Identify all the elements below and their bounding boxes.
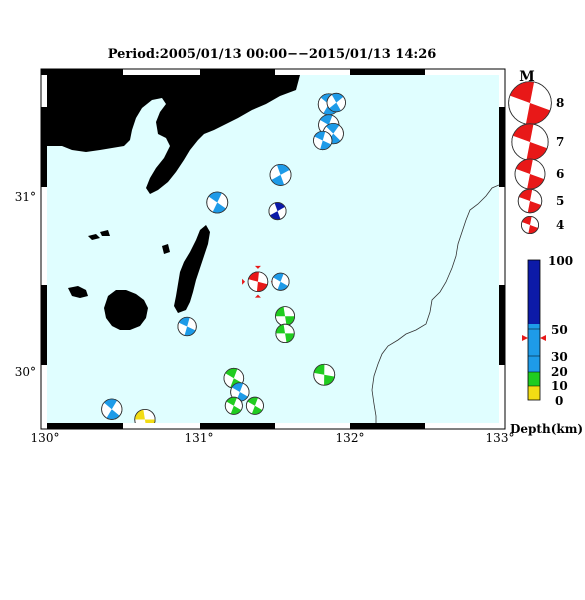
bathymetry-line bbox=[371, 184, 499, 423]
event-mechanism bbox=[177, 316, 197, 337]
event-mechanism bbox=[101, 398, 123, 420]
map-area bbox=[47, 75, 499, 423]
depth-bar-mid bbox=[528, 356, 540, 372]
event-mechanism bbox=[275, 306, 296, 327]
x-tick-label: 133° bbox=[486, 431, 515, 445]
depth-legend: 100 50 30 20 10 0 Depth(km) bbox=[510, 254, 583, 436]
magnitude-legend-header: M bbox=[519, 69, 535, 85]
depth-tick-label: 30 bbox=[551, 350, 568, 364]
magnitude-legend-symbol bbox=[517, 188, 543, 214]
magnitude-label: 6 bbox=[556, 167, 564, 181]
y-tick-label: 30° bbox=[15, 365, 36, 379]
current-event-marker bbox=[254, 294, 261, 298]
depth-bar-deep bbox=[528, 260, 540, 324]
event-mechanism bbox=[275, 323, 295, 344]
depth-tick-label: 10 bbox=[551, 379, 568, 393]
event-mechanism bbox=[271, 272, 290, 291]
magnitude-legend-symbol bbox=[511, 123, 549, 161]
current-event-mechanism bbox=[247, 271, 269, 293]
y-tick-label: 31° bbox=[15, 190, 36, 204]
depth-tick-label: 100 bbox=[548, 254, 573, 268]
magnitude-legend-symbol bbox=[514, 158, 546, 190]
magnitude-label: 8 bbox=[556, 96, 564, 110]
y-axis-ticks: 31° 30° bbox=[15, 190, 36, 379]
events-layer bbox=[101, 92, 346, 423]
event-mechanism bbox=[269, 164, 292, 186]
event-mechanism bbox=[326, 92, 346, 113]
event-mechanism bbox=[224, 396, 243, 415]
magnitude-label: 5 bbox=[556, 194, 564, 208]
depth-tick-label: 20 bbox=[551, 365, 568, 379]
event-mechanism bbox=[313, 363, 336, 386]
tanegashima-island bbox=[174, 225, 210, 313]
event-mechanism bbox=[206, 191, 229, 214]
magnitude-label: 7 bbox=[556, 135, 564, 149]
x-tick-label: 132° bbox=[336, 431, 365, 445]
depth-bar-shallow-yellow bbox=[528, 386, 540, 400]
x-axis-ticks: 130° 131° 132° 133° bbox=[31, 431, 515, 445]
magnitude-label: 4 bbox=[556, 218, 564, 232]
x-tick-label: 131° bbox=[185, 431, 214, 445]
current-depth-marker bbox=[540, 335, 546, 341]
magnitude-legend: M 8 7 6 5 4 bbox=[508, 69, 564, 234]
magnitude-legend-symbol bbox=[508, 81, 552, 125]
kuchinoerabu-island bbox=[68, 286, 88, 298]
depth-bar-shallow-green bbox=[528, 372, 540, 386]
map-title: Period:2005/01/13 00:00−−2015/01/13 14:2… bbox=[108, 47, 437, 62]
magnitude-legend-symbol bbox=[521, 215, 540, 234]
islet bbox=[210, 118, 218, 126]
depth-tick-label: 50 bbox=[551, 323, 568, 337]
sakurajima-island bbox=[138, 88, 158, 100]
current-event-marker bbox=[254, 265, 261, 269]
kuroshima-islets bbox=[88, 230, 110, 240]
event-mechanism bbox=[313, 130, 333, 151]
mageshima-island bbox=[162, 244, 170, 254]
yakushima-island bbox=[104, 290, 148, 330]
x-tick-label: 130° bbox=[31, 431, 60, 445]
event-mechanism bbox=[245, 396, 264, 415]
depth-tick-label: 0 bbox=[555, 394, 563, 408]
current-event-marker bbox=[242, 278, 246, 285]
depth-bar-mid bbox=[528, 324, 540, 356]
kyushu-landmass bbox=[47, 75, 300, 194]
depth-legend-title: Depth(km) bbox=[510, 422, 583, 436]
current-depth-marker bbox=[522, 335, 528, 341]
event-mechanism bbox=[134, 408, 156, 423]
event-mechanism bbox=[268, 202, 287, 221]
